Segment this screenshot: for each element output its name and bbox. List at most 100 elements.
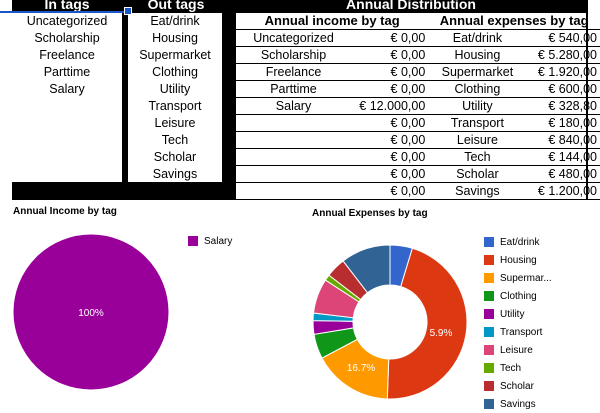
- out-tag-cell[interactable]: Transport: [148, 99, 202, 113]
- expense-value-cell[interactable]: € 840,00: [526, 131, 600, 149]
- income-column-header[interactable]: Annual income by tag: [236, 13, 429, 30]
- income-value-cell[interactable]: € 0,00: [351, 182, 429, 200]
- income-tag-cell[interactable]: Scholarship: [236, 46, 351, 64]
- out-tag-cell[interactable]: Leisure: [154, 116, 196, 130]
- income-value-cell[interactable]: € 0,00: [351, 46, 429, 64]
- legend-item[interactable]: Leisure: [484, 341, 552, 359]
- expense-tag-cell[interactable]: Supermarket: [428, 63, 527, 81]
- expense-column-header[interactable]: Annual expenses by tag: [428, 13, 600, 30]
- out-tag-cell[interactable]: Scholar: [153, 150, 197, 164]
- in-tag-cell[interactable]: Freelance: [39, 48, 95, 62]
- in-tag-cell[interactable]: Scholarship: [34, 31, 100, 45]
- expense-tag-cell[interactable]: Housing: [428, 46, 527, 64]
- legend-item[interactable]: Utility: [484, 305, 552, 323]
- income-tag-cell[interactable]: Uncategorized: [236, 29, 351, 47]
- expense-tag-cell[interactable]: Eat/drink: [428, 29, 527, 47]
- in-tags-header: In tags: [44, 0, 90, 12]
- income-tag-cell[interactable]: [236, 148, 351, 166]
- legend-swatch: [484, 399, 494, 409]
- expense-value-cell[interactable]: € 328,80: [526, 97, 600, 115]
- in-tag-cell[interactable]: Salary: [49, 82, 85, 96]
- expense-value-cell[interactable]: € 540,00: [526, 29, 600, 47]
- income-value-cell[interactable]: € 0,00: [351, 165, 429, 183]
- income-slices: [12, 233, 170, 391]
- expense-tag-cell[interactable]: Transport: [428, 114, 527, 132]
- income-pie-chart[interactable]: 100%: [0, 220, 190, 400]
- income-tag-cell[interactable]: [236, 165, 351, 183]
- out-tag-cell[interactable]: Housing: [152, 31, 198, 45]
- expense-tag-cell[interactable]: Scholar: [428, 165, 527, 183]
- legend-item[interactable]: Clothing: [484, 287, 552, 305]
- income-value-cell[interactable]: € 0,00: [351, 63, 429, 81]
- cell-selection-border: [0, 11, 128, 13]
- out-tag-cell[interactable]: Supermarket: [139, 48, 211, 62]
- income-tag-cell[interactable]: [236, 114, 351, 132]
- expense-value-cell[interactable]: € 1.200,00: [526, 182, 600, 200]
- income-tag-cell[interactable]: Salary: [236, 97, 351, 115]
- legend-item[interactable]: Salary: [188, 232, 232, 250]
- out-tag-cell[interactable]: Utility: [159, 82, 191, 96]
- income-value-cell[interactable]: € 0,00: [351, 114, 429, 132]
- legend-swatch: [484, 273, 494, 283]
- legend-label: Tech: [500, 362, 522, 374]
- table-row: € 0,00 Leisure € 840,00: [236, 131, 600, 149]
- table-row: € 0,00 Transport € 180,00: [236, 114, 600, 132]
- expense-tag-cell[interactable]: Tech: [428, 148, 527, 166]
- pie-slice-housing[interactable]: [386, 247, 468, 400]
- legend-label: Utility: [500, 308, 525, 320]
- annual-distribution-table: Annual income by tag Annual expenses by …: [236, 13, 600, 200]
- legend-swatch: [484, 345, 494, 355]
- expenses-donut-chart[interactable]: 5.9% 16.7%: [300, 230, 480, 400]
- out-tag-cell[interactable]: Tech: [161, 133, 189, 147]
- in-tags-side-bar: [122, 0, 128, 200]
- legend-item[interactable]: Transport: [484, 323, 552, 341]
- expense-value-cell[interactable]: € 144,00: [526, 148, 600, 166]
- income-tag-cell[interactable]: Parttime: [236, 80, 351, 98]
- legend-item[interactable]: Housing: [484, 251, 552, 269]
- legend-swatch: [188, 236, 198, 246]
- expenses-legend: Eat/drink Housing Supermar... Clothing Utili…: [484, 233, 552, 413]
- income-value-cell[interactable]: € 0,00: [351, 80, 429, 98]
- legend-label: Salary: [204, 235, 233, 247]
- in-tags-header-bar: [12, 0, 122, 13]
- legend-item[interactable]: Eat/drink: [484, 233, 552, 251]
- in-tags-list: Uncategorized Scholarship Freelance Part…: [12, 13, 122, 98]
- legend-item[interactable]: Scholar: [484, 377, 552, 395]
- expense-tag-cell[interactable]: Clothing: [428, 80, 527, 98]
- expense-tag-cell[interactable]: Utility: [428, 97, 527, 115]
- in-tag-cell[interactable]: Uncategorized: [26, 14, 108, 28]
- income-value-cell[interactable]: € 0,00: [351, 29, 429, 47]
- income-tag-cell[interactable]: Freelance: [236, 63, 351, 81]
- legend-swatch: [484, 363, 494, 373]
- legend-item[interactable]: Supermar...: [484, 269, 552, 287]
- expense-data-label-supermarket: 16.7%: [347, 363, 375, 374]
- out-tags-list: Eat/drink Housing Supermarket Clothing U…: [128, 13, 222, 183]
- expense-value-cell[interactable]: € 1.920,00: [526, 63, 600, 81]
- income-value-cell[interactable]: € 12.000,00: [351, 97, 429, 115]
- legend-label: Leisure: [500, 344, 533, 356]
- pie-slice-salary[interactable]: [12, 233, 170, 391]
- expense-value-cell[interactable]: € 180,00: [526, 114, 600, 132]
- expense-tag-cell[interactable]: Leisure: [428, 131, 527, 149]
- table-row: Uncategorized € 0,00 Eat/drink € 540,00: [236, 29, 600, 47]
- income-value-cell[interactable]: € 0,00: [351, 148, 429, 166]
- legend-item[interactable]: Savings: [484, 395, 552, 413]
- income-tag-cell[interactable]: [236, 182, 351, 200]
- income-value-cell[interactable]: € 0,00: [351, 131, 429, 149]
- expense-value-cell[interactable]: € 600,00: [526, 80, 600, 98]
- expense-data-label-housing: 5.9%: [430, 328, 453, 339]
- out-tag-cell[interactable]: Clothing: [152, 65, 198, 79]
- cell-fill-handle[interactable]: [124, 7, 132, 15]
- legend-swatch: [484, 237, 494, 247]
- pie-slice-savings[interactable]: [342, 244, 391, 294]
- expense-value-cell[interactable]: € 480,00: [526, 165, 600, 183]
- out-tag-cell[interactable]: Eat/drink: [150, 14, 200, 28]
- legend-label: Savings: [500, 398, 536, 410]
- out-tag-cell[interactable]: Savings: [152, 167, 198, 181]
- income-tag-cell[interactable]: [236, 131, 351, 149]
- expense-tag-cell[interactable]: Savings: [428, 182, 527, 200]
- expense-value-cell[interactable]: € 5.280,00: [526, 46, 600, 64]
- legend-item[interactable]: Tech: [484, 359, 552, 377]
- in-tag-cell[interactable]: Parttime: [43, 65, 91, 79]
- legend-label: Housing: [500, 254, 537, 266]
